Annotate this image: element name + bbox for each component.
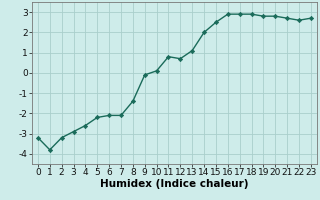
X-axis label: Humidex (Indice chaleur): Humidex (Indice chaleur): [100, 179, 249, 189]
